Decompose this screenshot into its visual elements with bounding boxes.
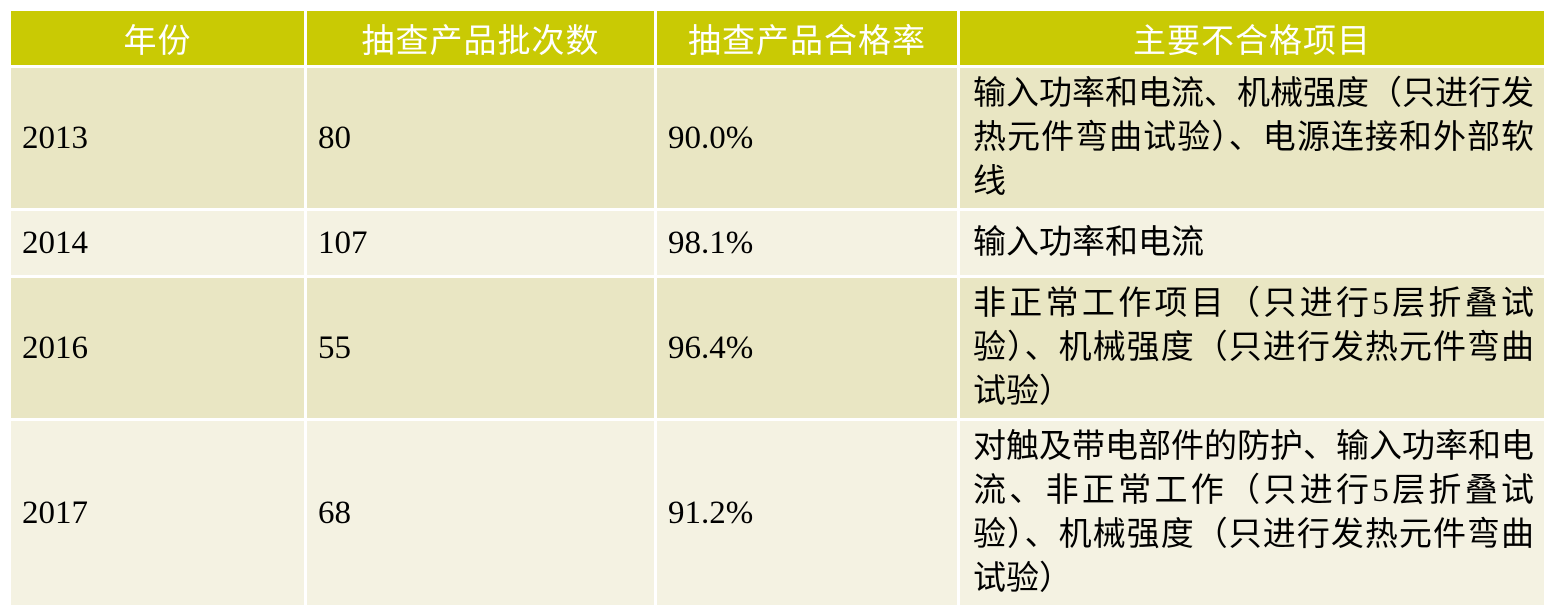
batch-count-cell: 55	[306, 277, 656, 420]
table-header-row: 年份 抽查产品批次数 抽查产品合格率 主要不合格项目	[10, 10, 1544, 67]
pass-rate-cell: 91.2%	[656, 420, 959, 607]
column-header-year: 年份	[10, 10, 306, 67]
batch-count-cell: 68	[306, 420, 656, 607]
pass-rate-cell: 96.4%	[656, 277, 959, 420]
table-body: 2013 80 90.0% 输入功率和电流、机械强度（只进行发热元件弯曲试验）、…	[10, 67, 1544, 607]
column-header-pass-rate: 抽查产品合格率	[656, 10, 959, 67]
failed-items-cell: 输入功率和电流	[959, 210, 1544, 277]
batch-count-cell: 107	[306, 210, 656, 277]
year-cell: 2017	[10, 420, 306, 607]
column-header-batch-count: 抽查产品批次数	[306, 10, 656, 67]
year-cell: 2013	[10, 67, 306, 210]
column-header-failed-items: 主要不合格项目	[959, 10, 1544, 67]
batch-count-cell: 80	[306, 67, 656, 210]
table-row-2013: 2013 80 90.0% 输入功率和电流、机械强度（只进行发热元件弯曲试验）、…	[10, 67, 1544, 210]
table-row-2017: 2017 68 91.2% 对触及带电部件的防护、输入功率和电流、非正常工作（只…	[10, 420, 1544, 607]
year-cell: 2014	[10, 210, 306, 277]
table-row-2014: 2014 107 98.1% 输入功率和电流	[10, 210, 1544, 277]
table-row-2016: 2016 55 96.4% 非正常工作项目（只进行5层折叠试验）、机械强度（只进…	[10, 277, 1544, 420]
failed-items-cell: 非正常工作项目（只进行5层折叠试验）、机械强度（只进行发热元件弯曲试验）	[959, 277, 1544, 420]
pass-rate-cell: 98.1%	[656, 210, 959, 277]
inspection-results-table: 年份 抽查产品批次数 抽查产品合格率 主要不合格项目 2013 80 90.0%…	[8, 8, 1544, 608]
failed-items-cell: 对触及带电部件的防护、输入功率和电流、非正常工作（只进行5层折叠试验）、机械强度…	[959, 420, 1544, 607]
year-cell: 2016	[10, 277, 306, 420]
failed-items-cell: 输入功率和电流、机械强度（只进行发热元件弯曲试验）、电源连接和外部软线	[959, 67, 1544, 210]
pass-rate-cell: 90.0%	[656, 67, 959, 210]
inspection-results-table-container: 年份 抽查产品批次数 抽查产品合格率 主要不合格项目 2013 80 90.0%…	[8, 8, 1544, 608]
